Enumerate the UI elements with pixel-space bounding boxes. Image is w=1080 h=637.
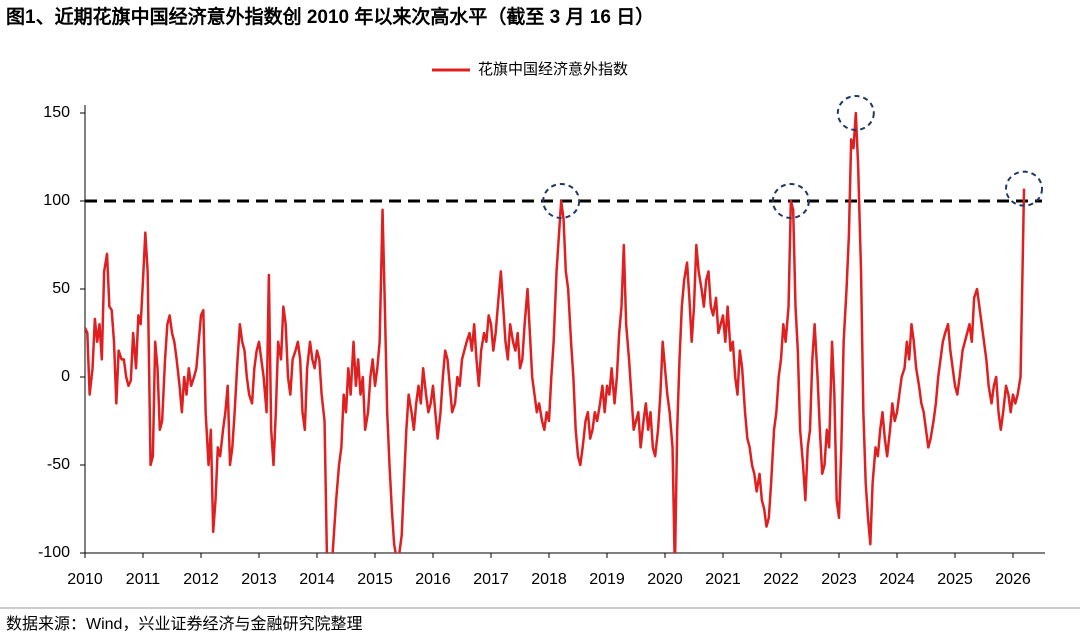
x-tick-label: 2025 [937,571,973,588]
legend: 花旗中国经济意外指数 [432,60,628,78]
plot [85,111,1026,553]
y-tick-label: 0 [61,368,70,385]
x-tick-label: 2015 [357,571,393,588]
y-tick-label: 150 [43,104,70,121]
y-tick-label: 100 [43,192,70,209]
x-tick-label: 2019 [589,571,625,588]
y-tick-label: -50 [47,456,70,473]
highlight-circle [771,183,810,219]
x-tick-label: 2026 [995,571,1031,588]
x-tick-label: 2016 [415,571,451,588]
source-note: 数据来源：Wind，兴业证券经济与金融研究院整理 [6,615,362,633]
x-tick-label: 2012 [183,571,219,588]
x-tick-label: 2022 [763,571,799,588]
y-tick-label: -100 [38,544,70,561]
y-tick-label: 50 [52,280,70,297]
x-tick-label: 2024 [879,571,915,588]
highlight-circle [1005,170,1044,207]
chart-title: 图1、近期花旗中国经济意外指数创 2010 年以来次高水平（截至 3 月 16 … [6,5,654,28]
highlight-circle [836,95,875,131]
x-tick-label: 2014 [299,571,335,588]
x-tick-label: 2018 [531,571,567,588]
highlight-circle [542,183,581,219]
legend-label: 花旗中国经济意外指数 [478,60,628,78]
x-tick-label: 2017 [473,571,509,588]
x-tick-label: 2010 [67,571,103,588]
x-tick-label: 2023 [821,571,857,588]
x-tick-label: 2020 [647,571,683,588]
x-tick-label: 2013 [241,571,277,588]
series-line [85,111,1026,553]
x-tick-label: 2021 [705,571,741,588]
x-tick-label: 2011 [126,571,161,588]
